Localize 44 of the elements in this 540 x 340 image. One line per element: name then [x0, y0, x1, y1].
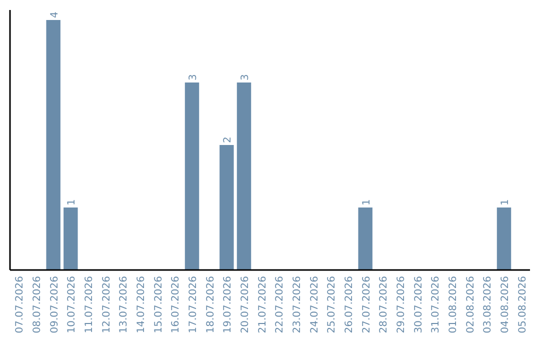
x-tick-label: 14.07.2026	[136, 276, 147, 334]
x-tick-label: 30.07.2026	[413, 276, 424, 334]
bar	[236, 82, 252, 270]
bar	[184, 82, 200, 270]
x-tick-label: 02.08.2026	[465, 276, 476, 334]
data-label: 1	[361, 199, 372, 206]
data-label: 3	[240, 74, 251, 80]
x-tick-label: 11.07.2026	[84, 276, 95, 334]
bar	[64, 208, 78, 270]
bar	[358, 208, 372, 270]
x-tick-label: 03.08.2026	[482, 276, 494, 334]
x-tick-label: 21.07.2026	[257, 276, 268, 334]
data-label: 4	[49, 12, 60, 18]
x-tick-label: 19.07.2026	[222, 276, 234, 334]
x-tick-label: 09.07.2026	[49, 276, 60, 334]
data-label: 3	[188, 74, 199, 80]
x-tick-label: 05.08.2026	[517, 276, 528, 334]
x-tick-label: 27.07.2026	[361, 276, 372, 334]
x-tick-label: 18.07.2026	[205, 276, 216, 334]
x-tick-label: 20.07.2026	[240, 276, 251, 334]
bar	[496, 208, 512, 270]
x-tick-label: 24.07.2026	[309, 276, 320, 334]
x-tick-label: 07.07.2026	[14, 276, 26, 334]
x-tick-label: 23.07.2026	[292, 276, 303, 334]
x-tick-label: 31.07.2026	[430, 276, 442, 334]
x-tick-label: 25.07.2026	[326, 276, 338, 334]
data-label: 2	[222, 136, 234, 143]
x-tick-label: 01.08.2026	[448, 276, 459, 334]
x-tick-label: 28.07.2026	[378, 276, 390, 334]
x-tick-label: 29.07.2026	[396, 276, 407, 334]
x-tick-label: 16.07.2026	[170, 276, 182, 334]
data-label: 1	[66, 199, 78, 206]
x-tick-label: 15.07.2026	[153, 276, 164, 334]
x-tick-label: 13.07.2026	[118, 276, 130, 334]
x-tick-label: 10.07.2026	[66, 276, 78, 334]
x-tick-label: 08.07.2026	[32, 276, 43, 334]
x-tick-label: 12.07.2026	[101, 276, 112, 334]
bar	[46, 20, 60, 270]
x-tick-label: 17.07.2026	[188, 276, 199, 334]
x-tick-label: 22.07.2026	[274, 276, 286, 334]
bar	[220, 145, 234, 270]
x-tick-label: 04.08.2026	[500, 276, 511, 334]
data-label: 1	[500, 199, 511, 206]
x-tick-label: 26.07.2026	[344, 276, 355, 334]
